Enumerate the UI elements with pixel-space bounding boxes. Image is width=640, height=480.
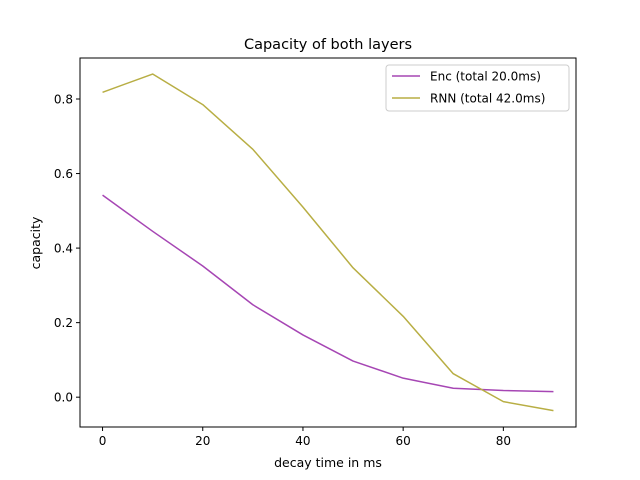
- x-axis-label: decay time in ms: [274, 455, 382, 470]
- series-line-1: [102, 73, 554, 412]
- series-layer: [102, 73, 554, 412]
- x-tick-label: 60: [396, 434, 411, 448]
- series-line-0: [102, 194, 554, 393]
- legend-label-enc: Enc (total 20.0ms): [430, 70, 541, 84]
- x-tick-label: 80: [496, 434, 511, 448]
- chart-title: Capacity of both layers: [244, 37, 412, 53]
- y-tick-label: 0.6: [54, 167, 73, 181]
- y-tick-label: 0.0: [54, 391, 73, 405]
- plot-area: [80, 58, 576, 427]
- plot-frame: [79, 57, 577, 428]
- y-axis-label: capacity: [28, 216, 43, 269]
- legend-label-rnn: RNN (total 42.0ms): [430, 92, 545, 106]
- x-axis: 0 20 40 60 80: [99, 427, 511, 448]
- x-tick-label: 0: [99, 434, 107, 448]
- x-tick-label: 40: [295, 434, 310, 448]
- y-tick-label: 0.8: [54, 93, 73, 107]
- y-tick-label: 0.4: [54, 242, 73, 256]
- x-tick-label: 20: [195, 434, 210, 448]
- legend: Enc (total 20.0ms) RNN (total 42.0ms): [385, 64, 570, 112]
- y-tick-label: 0.2: [54, 316, 73, 330]
- legend-box: [385, 64, 570, 112]
- y-axis: 0.0 0.2 0.4 0.6 0.8: [54, 93, 80, 405]
